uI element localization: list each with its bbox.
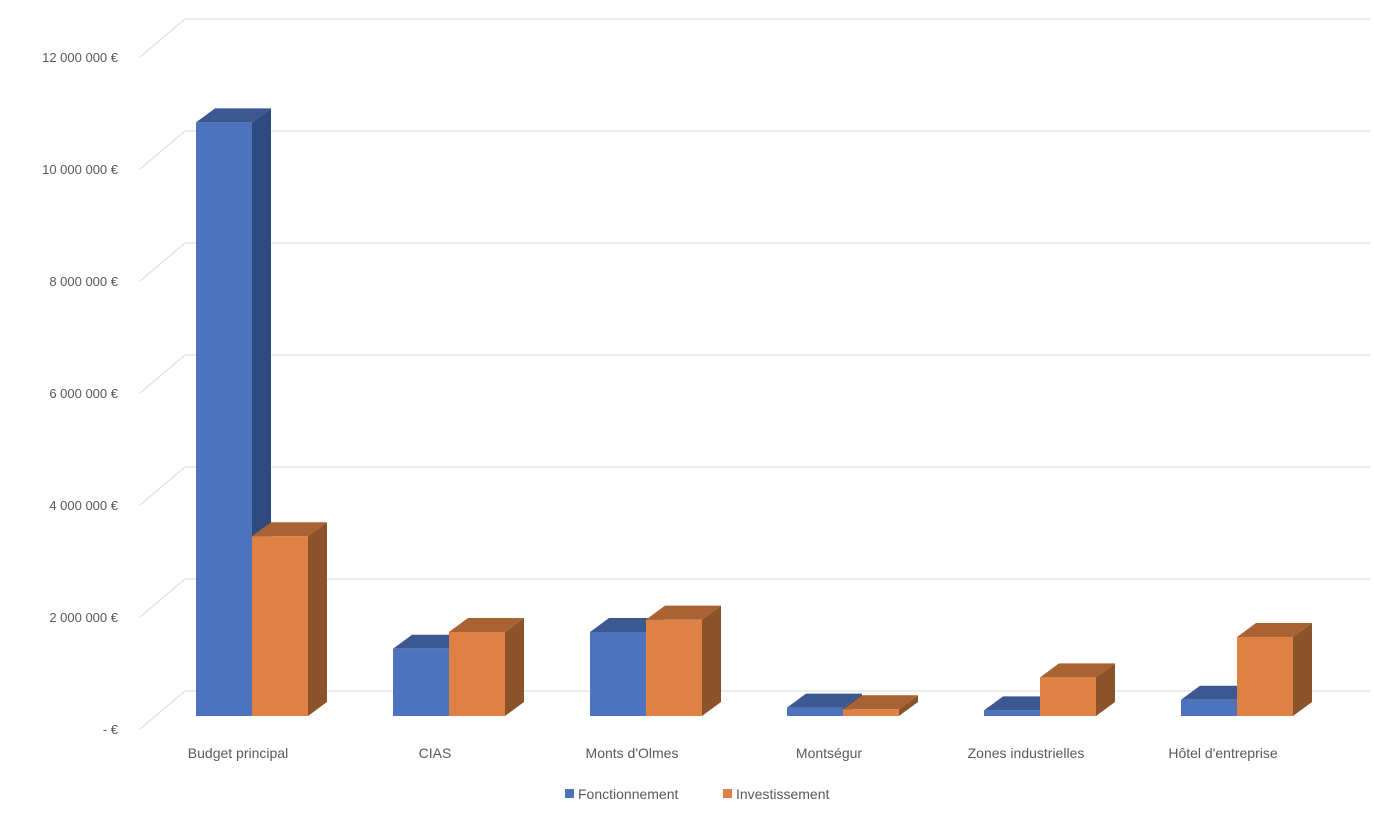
gridline-side <box>139 690 186 730</box>
y-tick-label: - € <box>103 722 119 737</box>
gridline-side <box>139 354 186 394</box>
bar-top <box>787 693 862 708</box>
bar-front <box>590 632 646 716</box>
bars <box>196 108 1312 716</box>
legend-label: Fonctionnement <box>578 786 679 802</box>
y-tick-label: 12 000 000 € <box>42 50 119 65</box>
bar-top <box>1237 623 1312 638</box>
bar-top <box>646 605 721 620</box>
legend-label: Investissement <box>736 786 829 802</box>
bar-front <box>843 709 899 716</box>
bar-investissement <box>1237 623 1312 716</box>
gridline-side <box>139 242 186 282</box>
bar-front <box>393 648 449 716</box>
legend: Fonctionnement Investissement <box>565 786 829 802</box>
bar-top <box>252 522 327 537</box>
gridlines <box>139 18 1370 730</box>
category-label: Zones industrielles <box>968 745 1085 761</box>
bar-front <box>646 619 702 716</box>
gridline-side <box>139 466 186 506</box>
y-tick-label: 2 000 000 € <box>49 610 118 625</box>
y-tick-label: 4 000 000 € <box>49 498 118 513</box>
bar-investissement <box>252 522 327 716</box>
gridline-side <box>139 18 186 58</box>
legend-swatch-fonctionnement <box>565 789 574 798</box>
bar-investissement <box>646 605 721 716</box>
bar-side <box>702 605 721 716</box>
bar-front <box>787 707 843 716</box>
gridline-side <box>139 578 186 618</box>
bar-front <box>984 710 1040 716</box>
bar-front <box>252 536 308 716</box>
y-axis-tick-labels: - € 2 000 000 € 4 000 000 € 6 000 000 € 8 00… <box>42 50 119 737</box>
bar-front <box>196 122 252 716</box>
bar-top <box>449 618 524 632</box>
bar-front <box>1040 677 1096 716</box>
legend-swatch-investissement <box>723 789 732 798</box>
bar-top <box>843 695 918 710</box>
bar-investissement <box>449 618 524 716</box>
category-label: CIAS <box>419 745 452 761</box>
category-label: Hôtel d'entreprise <box>1168 745 1278 761</box>
category-label: Montségur <box>796 745 862 761</box>
bar-front <box>1181 699 1237 716</box>
bar-side <box>899 695 918 716</box>
gridline-side <box>139 130 186 170</box>
bar-side <box>1293 623 1312 716</box>
bar-top <box>196 108 271 123</box>
y-tick-label: 6 000 000 € <box>49 386 118 401</box>
bar-top <box>1040 663 1115 678</box>
bar-investissement <box>1040 663 1115 716</box>
y-tick-label: 10 000 000 € <box>42 162 119 177</box>
category-label: Monts d'Olmes <box>586 745 679 761</box>
y-tick-label: 8 000 000 € <box>49 274 118 289</box>
bar-side <box>308 522 327 716</box>
bar-investissement <box>843 695 918 716</box>
bar-side <box>1096 663 1115 716</box>
x-axis-category-labels: Budget principal CIAS Monts d'Olmes Montség… <box>188 745 1278 761</box>
bar-side <box>505 618 524 716</box>
category-label: Budget principal <box>188 745 288 761</box>
bar-front <box>1237 637 1293 716</box>
bar-front <box>449 632 505 716</box>
